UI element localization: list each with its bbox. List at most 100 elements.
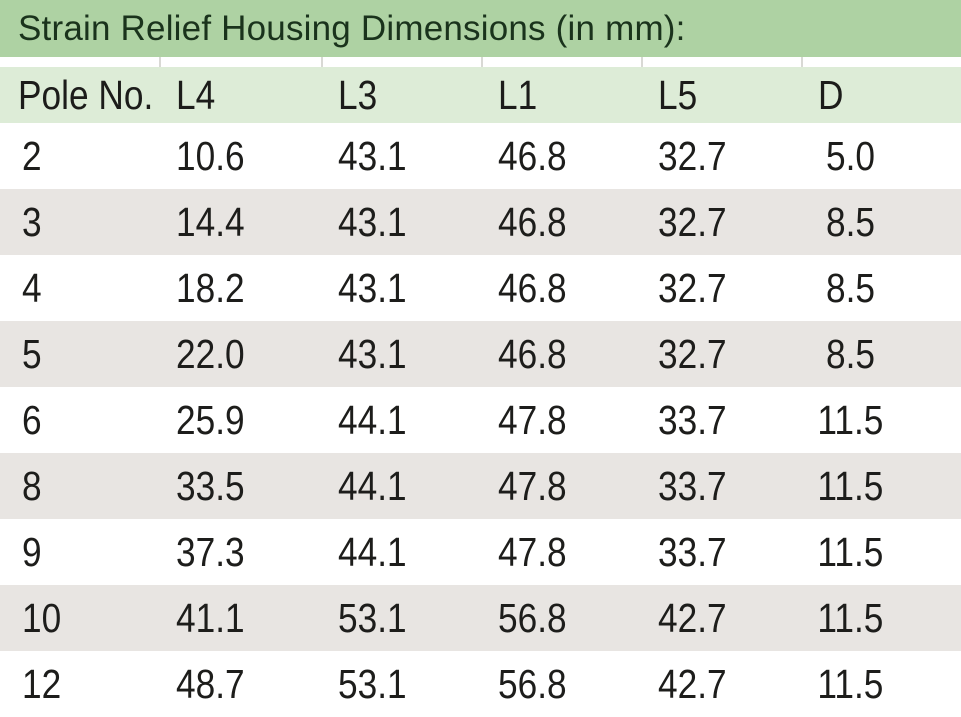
table-header-row: Pole No. L4 L3 L1 L5 D <box>0 67 961 123</box>
cell-text: 42.7 <box>658 594 727 641</box>
cell-text: 5.0 <box>825 132 876 179</box>
cell: 8.5 <box>802 255 961 321</box>
cell: 53.1 <box>322 585 482 651</box>
cell-text: 32.7 <box>658 198 727 245</box>
cell-text: 47.8 <box>498 462 567 509</box>
column-header-l4-text: L4 <box>176 71 216 118</box>
table-row-pole-12: 12 48.7 53.1 56.8 42.7 11.5 <box>0 651 961 717</box>
cell: 4 <box>0 255 160 321</box>
cell-text: 18.2 <box>176 264 245 311</box>
table-row-pole-2: 2 10.6 43.1 46.8 32.7 5.0 <box>0 123 961 189</box>
column-separator <box>801 57 803 67</box>
cell: 14.4 <box>160 189 322 255</box>
cell: 5.0 <box>802 123 961 189</box>
cell: 8 <box>0 453 160 519</box>
cell: 41.1 <box>160 585 322 651</box>
cell-text: 32.7 <box>658 330 727 377</box>
table-row-pole-10: 10 41.1 53.1 56.8 42.7 11.5 <box>0 585 961 651</box>
cell: 25.9 <box>160 387 322 453</box>
cell-text: 44.1 <box>338 396 407 443</box>
cell: 11.5 <box>802 519 961 585</box>
table-row-pole-9: 9 37.3 44.1 47.8 33.7 11.5 <box>0 519 961 585</box>
cell-text: 4 <box>22 264 42 311</box>
cell: 37.3 <box>160 519 322 585</box>
cell: 11.5 <box>802 387 961 453</box>
cell: 12 <box>0 651 160 717</box>
cell: 44.1 <box>322 387 482 453</box>
cell: 32.7 <box>642 321 802 387</box>
cell: 22.0 <box>160 321 322 387</box>
cell-text: 8.5 <box>825 264 876 311</box>
cell-text: 5 <box>22 330 42 377</box>
cell: 32.7 <box>642 123 802 189</box>
cell-text: 3 <box>22 198 42 245</box>
cell-text: 8.5 <box>825 330 876 377</box>
column-separator <box>321 57 323 67</box>
cell: 9 <box>0 519 160 585</box>
table-row-pole-4: 4 18.2 43.1 46.8 32.7 8.5 <box>0 255 961 321</box>
cell: 56.8 <box>482 651 642 717</box>
cell-text: 44.1 <box>338 528 407 575</box>
table-row-pole-6: 6 25.9 44.1 47.8 33.7 11.5 <box>0 387 961 453</box>
cell-text: 53.1 <box>338 594 407 641</box>
cell-text: 46.8 <box>498 198 567 245</box>
cell-text: 33.7 <box>658 528 727 575</box>
cell-text: 41.1 <box>176 594 245 641</box>
table-title: Strain Relief Housing Dimensions (in mm)… <box>18 8 686 48</box>
cell: 33.7 <box>642 453 802 519</box>
cell: 46.8 <box>482 123 642 189</box>
cell: 46.8 <box>482 189 642 255</box>
table-row-pole-5: 5 22.0 43.1 46.8 32.7 8.5 <box>0 321 961 387</box>
cell-text: 10.6 <box>176 132 245 179</box>
cell: 8.5 <box>802 189 961 255</box>
column-header-l5: L5 <box>642 67 802 123</box>
cell: 46.8 <box>482 255 642 321</box>
cell-text: 46.8 <box>498 264 567 311</box>
cell: 33.7 <box>642 387 802 453</box>
cell-text: 33.7 <box>658 396 727 443</box>
cell-text: 43.1 <box>338 264 407 311</box>
cell-text: 47.8 <box>498 396 567 443</box>
column-header-pole-no: Pole No. <box>0 67 160 123</box>
cell: 56.8 <box>482 585 642 651</box>
cell: 5 <box>0 321 160 387</box>
cell-text: 32.7 <box>658 264 727 311</box>
cell-text: 8.5 <box>825 198 876 245</box>
cell: 10.6 <box>160 123 322 189</box>
cell: 2 <box>0 123 160 189</box>
column-header-l5-text: L5 <box>658 71 698 118</box>
cell-text: 8 <box>22 462 42 509</box>
cell: 11.5 <box>802 453 961 519</box>
cell: 47.8 <box>482 387 642 453</box>
cell: 47.8 <box>482 453 642 519</box>
column-separator <box>159 57 161 67</box>
cell-text: 32.7 <box>658 132 727 179</box>
cell: 11.5 <box>802 585 961 651</box>
title-header-divider <box>0 57 961 67</box>
cell: 48.7 <box>160 651 322 717</box>
cell: 6 <box>0 387 160 453</box>
column-header-d: D <box>802 67 961 123</box>
cell-text: 11.5 <box>817 396 884 443</box>
table-row-pole-3: 3 14.4 43.1 46.8 32.7 8.5 <box>0 189 961 255</box>
cell: 42.7 <box>642 651 802 717</box>
cell: 47.8 <box>482 519 642 585</box>
cell-text: 43.1 <box>338 330 407 377</box>
cell-text: 11.5 <box>817 594 884 641</box>
cell-text: 46.8 <box>498 132 567 179</box>
cell-text: 10 <box>22 594 62 641</box>
column-header-d-text: D <box>818 71 844 118</box>
cell: 44.1 <box>322 519 482 585</box>
cell: 53.1 <box>322 651 482 717</box>
cell: 11.5 <box>802 651 961 717</box>
column-header-l3-text: L3 <box>338 71 378 118</box>
cell: 42.7 <box>642 585 802 651</box>
cell: 43.1 <box>322 189 482 255</box>
column-header-l1: L1 <box>482 67 642 123</box>
cell: 33.5 <box>160 453 322 519</box>
cell-text: 56.8 <box>498 660 567 707</box>
cell-text: 2 <box>22 132 42 179</box>
cell-text: 56.8 <box>498 594 567 641</box>
cell: 46.8 <box>482 321 642 387</box>
